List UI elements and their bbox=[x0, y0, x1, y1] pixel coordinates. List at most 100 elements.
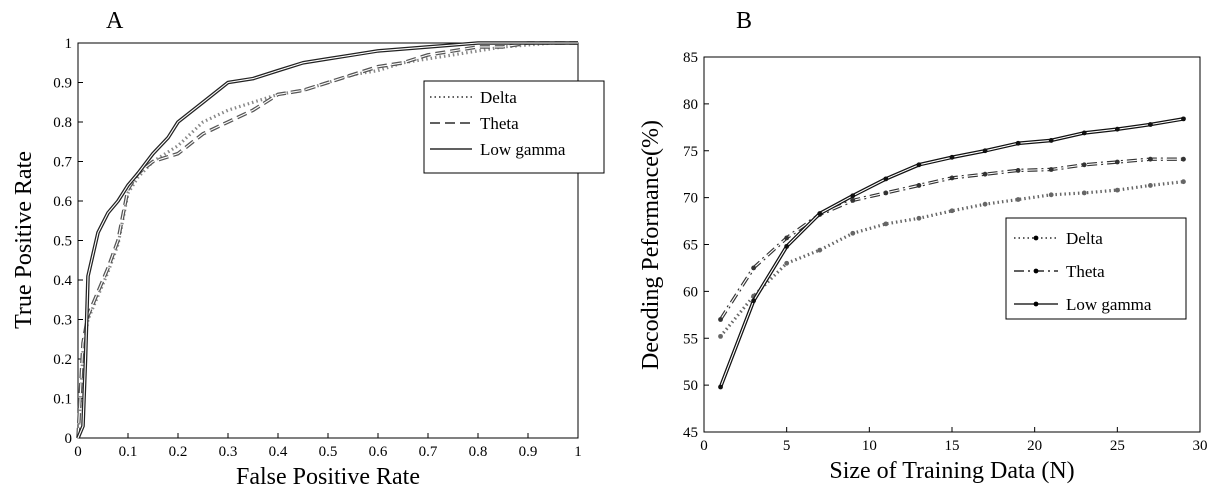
panel-b-label: B bbox=[736, 8, 752, 34]
panel-a-series bbox=[76, 41, 578, 439]
low-gamma-data-point bbox=[751, 298, 756, 304]
theta-legend-label: Theta bbox=[1066, 262, 1105, 281]
x-tick-label: 0.7 bbox=[419, 444, 438, 460]
y-tick-label: 0 bbox=[65, 431, 73, 447]
y-tick-label: 0.2 bbox=[53, 352, 72, 368]
low-gamma-data-point bbox=[817, 211, 823, 216]
panel-a-y-ticks: 0 0.1 0.2 0.3 0.4 0.5 0.6 0.7 0.8 0.9 1 bbox=[53, 36, 83, 447]
y-tick-label: 0.3 bbox=[53, 313, 72, 329]
theta-data-point bbox=[883, 190, 889, 196]
y-tick-label: 70 bbox=[683, 191, 698, 207]
y-tick-label: 85 bbox=[683, 50, 698, 66]
delta-data-point bbox=[1015, 197, 1021, 202]
delta-legend-marker bbox=[1033, 235, 1039, 241]
panel-a-x-ticks: 0 0.1 0.2 0.3 0.4 0.5 0.6 0.7 0.8 0.9 1 bbox=[74, 433, 582, 460]
delta-data-point bbox=[1181, 179, 1186, 185]
x-tick-label: 0.4 bbox=[269, 444, 288, 460]
low-gamma-data-point bbox=[718, 384, 723, 390]
panel-a-label: A bbox=[106, 8, 124, 34]
delta-data-point bbox=[784, 260, 790, 266]
low-gamma-data-point bbox=[916, 162, 922, 168]
x-tick-label: 15 bbox=[945, 438, 960, 454]
x-tick-label: 20 bbox=[1027, 438, 1042, 454]
panel-a-legend-box bbox=[423, 80, 605, 174]
theta-data-point bbox=[1181, 156, 1186, 162]
theta-data-point bbox=[1048, 167, 1054, 172]
theta-data-point bbox=[718, 317, 723, 322]
y-tick-label: 45 bbox=[683, 425, 698, 441]
low-gamma-data-point bbox=[784, 243, 790, 249]
theta-data-point bbox=[1148, 156, 1153, 162]
y-tick-label: 55 bbox=[683, 331, 698, 347]
theta-data-point bbox=[982, 171, 988, 177]
delta-data-point bbox=[817, 247, 823, 253]
panel-b-y-ticks: 45 50 55 60 65 70 75 80 85 bbox=[683, 50, 709, 441]
panel-b-legend: Delta Theta Low gamma bbox=[1005, 217, 1187, 320]
y-tick-label: 0.4 bbox=[53, 273, 72, 289]
low-gamma-data-point bbox=[883, 176, 889, 182]
y-tick-label: 75 bbox=[683, 144, 698, 160]
delta-data-point bbox=[718, 333, 723, 339]
y-tick-label: 0.6 bbox=[53, 194, 72, 210]
low-gamma-data-point bbox=[1114, 126, 1120, 132]
theta-legend-marker bbox=[1033, 268, 1039, 274]
delta-data-point bbox=[1148, 183, 1153, 188]
delta-legend-label: Delta bbox=[480, 88, 517, 107]
delta-series-line bbox=[719, 180, 1184, 338]
panel-a: A 00.10.20.30.40.50.60.70.80.91 0 0.1 0.2 0… bbox=[11, 8, 605, 490]
x-tick-label: 0.3 bbox=[219, 444, 238, 460]
x-tick-label: 25 bbox=[1110, 438, 1125, 454]
x-tick-label: 0.9 bbox=[519, 444, 538, 460]
x-tick-label: 0 bbox=[700, 438, 708, 454]
panel-a-x-axis-label: False Positive Rate bbox=[236, 464, 420, 490]
y-tick-label: 0.9 bbox=[53, 76, 72, 92]
low-gamma-series-line-core bbox=[77, 42, 578, 439]
theta-legend-label: Theta bbox=[480, 114, 519, 133]
y-tick-label: 0.7 bbox=[53, 155, 72, 171]
delta-legend-label: Delta bbox=[1066, 229, 1103, 248]
panel-b-x-ticks: 0 5 10 15 20 25 30 bbox=[700, 427, 1208, 454]
low-gamma-data-point bbox=[1081, 130, 1087, 136]
low-gamma-data-point bbox=[1015, 140, 1021, 146]
y-tick-label: 0.1 bbox=[53, 392, 72, 408]
delta-data-point bbox=[916, 215, 922, 221]
delta-data-point bbox=[850, 230, 856, 236]
low-gamma-data-point bbox=[982, 148, 988, 154]
x-tick-label: 1 bbox=[574, 444, 582, 460]
delta-data-point bbox=[1081, 190, 1087, 196]
panel-b: B 45 50 55 60 65 70 75 80 85 0 5 10 15 20 25 30 Size o… bbox=[638, 8, 1208, 484]
x-tick-label: 5 bbox=[783, 438, 791, 454]
x-tick-label: 10 bbox=[862, 438, 877, 454]
low-gamma-legend-label: Low gamma bbox=[1066, 295, 1152, 314]
delta-data-point bbox=[949, 208, 955, 214]
theta-data-point bbox=[850, 198, 856, 203]
delta-data-point bbox=[1048, 192, 1054, 198]
theta-data-point bbox=[916, 183, 922, 188]
delta-data-point bbox=[982, 201, 988, 207]
x-tick-label: 0 bbox=[74, 444, 82, 460]
panel-b-x-axis-label: Size of Training Data (N) bbox=[829, 458, 1074, 484]
x-tick-label: 0.2 bbox=[169, 444, 188, 460]
y-tick-label: 0.8 bbox=[53, 115, 72, 131]
theta-data-point bbox=[949, 175, 955, 181]
panel-b-series bbox=[718, 116, 1186, 390]
theta-data-point bbox=[784, 235, 790, 241]
y-tick-label: 65 bbox=[683, 238, 698, 254]
low-gamma-data-point bbox=[850, 193, 856, 199]
low-gamma-legend-marker bbox=[1033, 301, 1039, 307]
x-tick-label: 0.1 bbox=[119, 444, 138, 460]
panel-a-y-axis-label: True Positive Rate bbox=[11, 151, 37, 329]
x-tick-label: 0.6 bbox=[369, 444, 388, 460]
y-tick-label: 60 bbox=[683, 284, 698, 300]
low-gamma-data-point bbox=[1148, 122, 1153, 127]
y-tick-label: 1 bbox=[65, 36, 73, 52]
low-gamma-legend-label: Low gamma bbox=[480, 140, 566, 159]
delta-data-point bbox=[1114, 187, 1120, 193]
y-tick-label: 50 bbox=[683, 378, 698, 394]
x-tick-label: 0.5 bbox=[319, 444, 338, 460]
theta-data-point bbox=[751, 265, 756, 271]
delta-data-point bbox=[883, 221, 889, 227]
y-tick-label: 0.5 bbox=[53, 234, 72, 250]
low-gamma-data-point bbox=[949, 154, 955, 160]
